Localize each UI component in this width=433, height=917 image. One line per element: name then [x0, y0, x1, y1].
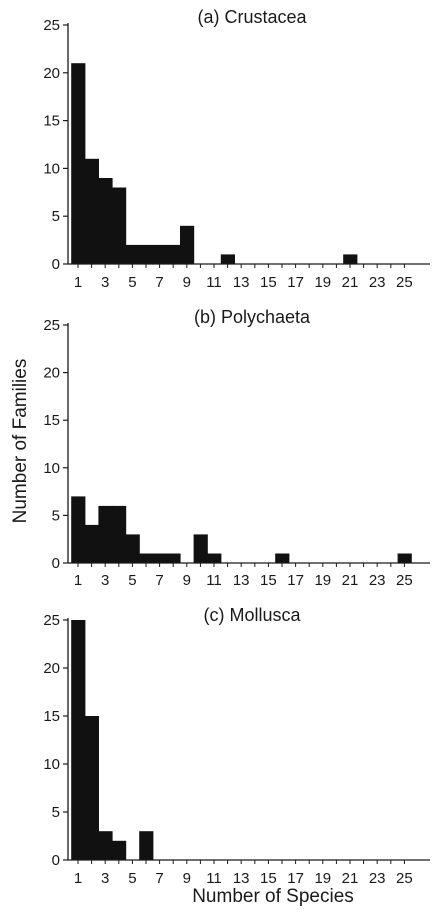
x-tick-label-b-polychaeta-11: 11	[206, 572, 222, 589]
y-tick-label-a-crustacea-10: 10	[43, 160, 60, 177]
x-axis-title: Number of Species	[192, 886, 354, 907]
x-tick-label-c-mollusca-23: 23	[369, 870, 386, 887]
bar-c-mollusca-x2	[84, 716, 99, 860]
x-tick-label-b-polychaeta-9: 9	[183, 572, 191, 589]
bar-b-polychaeta-x1	[71, 496, 86, 563]
x-tick-label-c-mollusca-13: 13	[233, 870, 250, 887]
x-tick-label-a-crustacea-21: 21	[342, 274, 359, 291]
bar-b-polychaeta-x2	[84, 524, 99, 563]
x-tick-label-b-polychaeta-7: 7	[155, 572, 163, 589]
x-tick-label-b-polychaeta-19: 19	[314, 572, 331, 589]
x-tick-label-c-mollusca-17: 17	[287, 870, 304, 887]
x-tick-label-a-crustacea-17: 17	[287, 274, 304, 291]
y-tick-label-c-mollusca-25: 25	[43, 612, 60, 629]
x-tick-label-b-polychaeta-23: 23	[369, 572, 386, 589]
y-tick-label-a-crustacea-20: 20	[43, 65, 60, 82]
y-tick-label-c-mollusca-20: 20	[43, 660, 60, 677]
x-tick-label-c-mollusca-9: 9	[183, 870, 191, 887]
y-tick-label-a-crustacea-15: 15	[43, 113, 60, 130]
y-tick-label-a-crustacea-5: 5	[52, 208, 60, 225]
x-tick-label-b-polychaeta-13: 13	[233, 572, 250, 589]
y-tick-label-c-mollusca-15: 15	[43, 708, 60, 725]
x-tick-label-b-polychaeta-17: 17	[287, 572, 304, 589]
x-tick-label-c-mollusca-25: 25	[396, 870, 413, 887]
bar-a-crustacea-x3	[98, 178, 113, 264]
x-tick-label-c-mollusca-15: 15	[260, 870, 277, 887]
bar-a-crustacea-x12	[220, 254, 235, 264]
bar-a-crustacea-x21	[343, 254, 358, 264]
x-tick-label-c-mollusca-5: 5	[128, 870, 136, 887]
bar-a-crustacea-x7	[152, 244, 167, 264]
x-tick-label-c-mollusca-1: 1	[74, 870, 82, 887]
bar-b-polychaeta-x8	[166, 553, 181, 563]
y-tick-label-b-polychaeta-20: 20	[43, 365, 60, 382]
y-axis-title: Number of Families	[10, 359, 31, 524]
y-tick-label-b-polychaeta-15: 15	[43, 412, 60, 429]
bar-b-polychaeta-x5	[125, 534, 140, 563]
x-tick-label-b-polychaeta-1: 1	[74, 572, 82, 589]
y-tick-label-b-polychaeta-0: 0	[52, 555, 60, 572]
bar-b-polychaeta-x11	[207, 553, 222, 563]
bar-c-mollusca-x6	[139, 831, 154, 860]
y-tick-label-b-polychaeta-10: 10	[43, 460, 60, 477]
y-tick-label-b-polychaeta-25: 25	[43, 317, 60, 334]
x-tick-label-b-polychaeta-3: 3	[101, 572, 109, 589]
x-tick-label-a-crustacea-11: 11	[206, 274, 222, 291]
bar-c-mollusca-x4	[112, 840, 127, 860]
x-tick-label-c-mollusca-7: 7	[155, 870, 163, 887]
bar-b-polychaeta-x16	[275, 553, 290, 563]
bar-b-polychaeta-x3	[98, 505, 113, 563]
x-tick-label-a-crustacea-7: 7	[155, 274, 163, 291]
bar-b-polychaeta-x4	[112, 505, 127, 563]
bar-c-mollusca-x3	[98, 831, 113, 860]
x-tick-label-c-mollusca-21: 21	[342, 870, 359, 887]
x-tick-label-a-crustacea-13: 13	[233, 274, 250, 291]
bar-c-mollusca-x1	[71, 620, 86, 860]
x-tick-label-a-crustacea-23: 23	[369, 274, 386, 291]
bar-b-polychaeta-x25	[397, 553, 412, 563]
x-tick-label-c-mollusca-11: 11	[206, 870, 222, 887]
x-tick-label-c-mollusca-19: 19	[314, 870, 331, 887]
x-tick-label-a-crustacea-25: 25	[396, 274, 413, 291]
x-tick-label-a-crustacea-5: 5	[128, 274, 136, 291]
y-tick-label-a-crustacea-0: 0	[52, 256, 60, 273]
bar-a-crustacea-x4	[112, 187, 127, 264]
bar-b-polychaeta-x10	[193, 534, 208, 563]
bar-a-crustacea-x8	[166, 244, 181, 264]
y-tick-label-a-crustacea-25: 25	[43, 17, 60, 34]
panel-title-b-polychaeta: (b) Polychaeta	[194, 307, 311, 327]
x-tick-label-a-crustacea-3: 3	[101, 274, 109, 291]
y-tick-label-c-mollusca-10: 10	[43, 756, 60, 773]
bar-a-crustacea-x9	[180, 225, 195, 264]
bar-b-polychaeta-x6	[139, 553, 154, 563]
x-tick-label-a-crustacea-1: 1	[74, 274, 82, 291]
bar-a-crustacea-x5	[125, 244, 140, 264]
bar-b-polychaeta-x7	[152, 553, 167, 563]
x-tick-label-b-polychaeta-15: 15	[260, 572, 277, 589]
x-tick-label-a-crustacea-19: 19	[314, 274, 331, 291]
x-tick-label-b-polychaeta-25: 25	[396, 572, 413, 589]
bar-a-crustacea-x2	[84, 158, 99, 264]
y-tick-label-c-mollusca-0: 0	[52, 852, 60, 869]
panel-title-a-crustacea: (a) Crustacea	[197, 7, 307, 27]
y-tick-label-c-mollusca-5: 5	[52, 804, 60, 821]
bar-a-crustacea-x1	[71, 63, 86, 265]
x-tick-label-b-polychaeta-5: 5	[128, 572, 136, 589]
y-tick-label-b-polychaeta-5: 5	[52, 507, 60, 524]
x-tick-label-a-crustacea-15: 15	[260, 274, 277, 291]
x-tick-label-c-mollusca-3: 3	[101, 870, 109, 887]
x-tick-label-a-crustacea-9: 9	[183, 274, 191, 291]
bar-a-crustacea-x6	[139, 244, 154, 264]
panel-title-c-mollusca: (c) Mollusca	[203, 605, 301, 625]
x-tick-label-b-polychaeta-21: 21	[342, 572, 359, 589]
